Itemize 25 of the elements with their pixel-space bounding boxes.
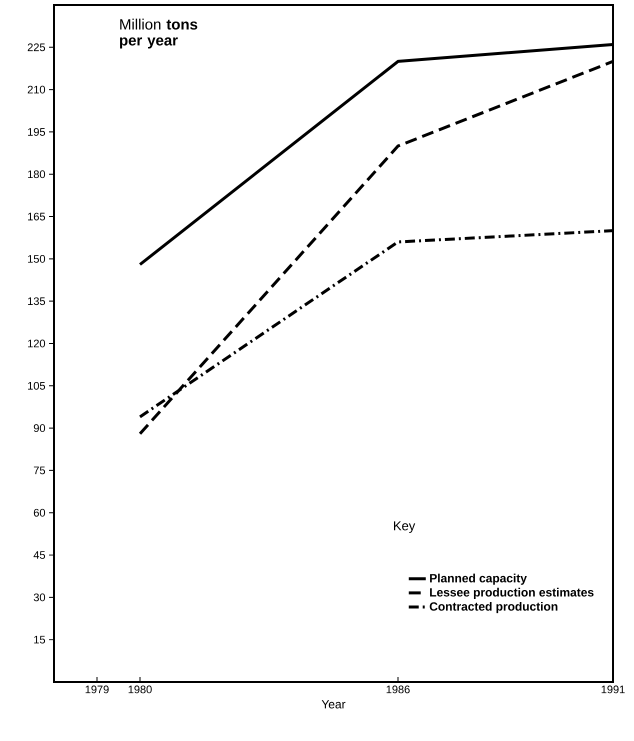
legend-label: Lessee production estimates (430, 588, 594, 599)
y-tick-label: 90 (34, 424, 46, 432)
y-axis-title: Million tons per year (120, 18, 198, 49)
y-tick-label: 75 (34, 466, 46, 474)
y-tick-label: 210 (28, 86, 46, 94)
y-tick-label: 180 (28, 170, 46, 178)
y-tick-label: 60 (34, 508, 46, 517)
y-tick-label: 45 (34, 551, 46, 559)
y-tick-label: 30 (34, 594, 46, 602)
y-tick-label: 165 (28, 212, 46, 220)
x-tick-label: 1980 (128, 686, 152, 694)
y-tick-label: 105 (28, 382, 46, 390)
legend-label: Planned capacity (430, 574, 527, 585)
x-tick-label: 1986 (386, 686, 410, 694)
x-axis-title: Year (322, 700, 346, 708)
y-tick-label: 225 (28, 43, 46, 52)
y-tick-label: 195 (28, 128, 46, 136)
x-tick-label: 1979 (86, 686, 109, 694)
y-tick-label: 135 (28, 297, 46, 306)
y-tick-label: 15 (34, 636, 46, 644)
x-tick-label: 1991 (602, 686, 625, 694)
legend-title: Key (394, 521, 416, 533)
legend-label: Contracted production (430, 602, 558, 614)
y-tick-label: 150 (28, 255, 46, 263)
y-tick-label: 120 (28, 340, 46, 348)
